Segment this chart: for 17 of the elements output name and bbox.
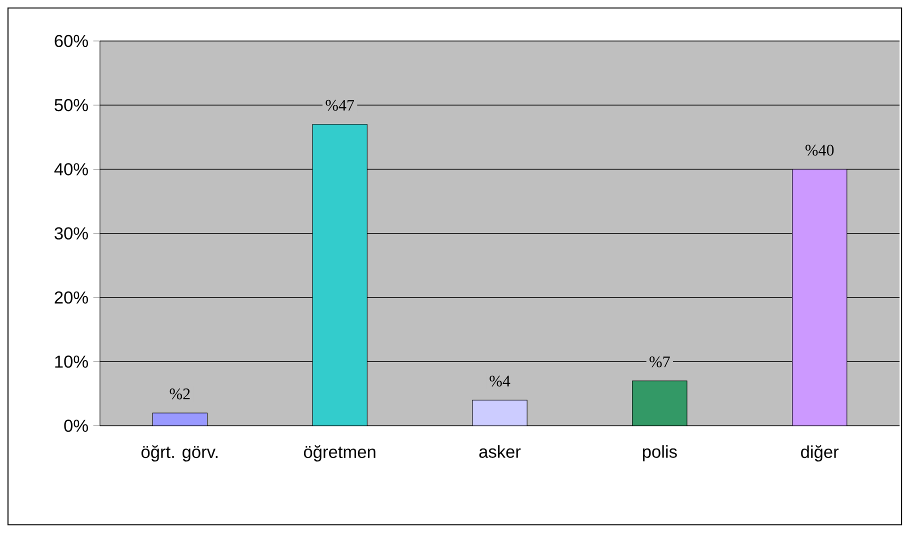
data-label: %47 xyxy=(326,100,354,111)
x-tick-label: öğrt. görv. xyxy=(141,445,218,462)
y-tick-label: 60% xyxy=(54,34,88,48)
y-tick-label: 0% xyxy=(64,420,88,432)
y-tick-label: 20% xyxy=(54,292,88,304)
data-label: %7 xyxy=(650,356,670,368)
data-label: %40 xyxy=(805,144,834,156)
x-tick-label: diğer xyxy=(801,445,839,462)
x-tick-label: polis xyxy=(642,445,677,462)
y-tick-label: 50% xyxy=(54,99,88,112)
y-tick-label: 10% xyxy=(55,356,88,368)
x-tick-label: asker xyxy=(479,445,521,458)
y-tick-label: 30% xyxy=(54,227,88,240)
y-tick-label: 40% xyxy=(54,163,88,176)
data-label: %2 xyxy=(170,388,190,400)
x-tick-label: öğretmen xyxy=(304,445,376,462)
data-label: %4 xyxy=(490,376,510,387)
